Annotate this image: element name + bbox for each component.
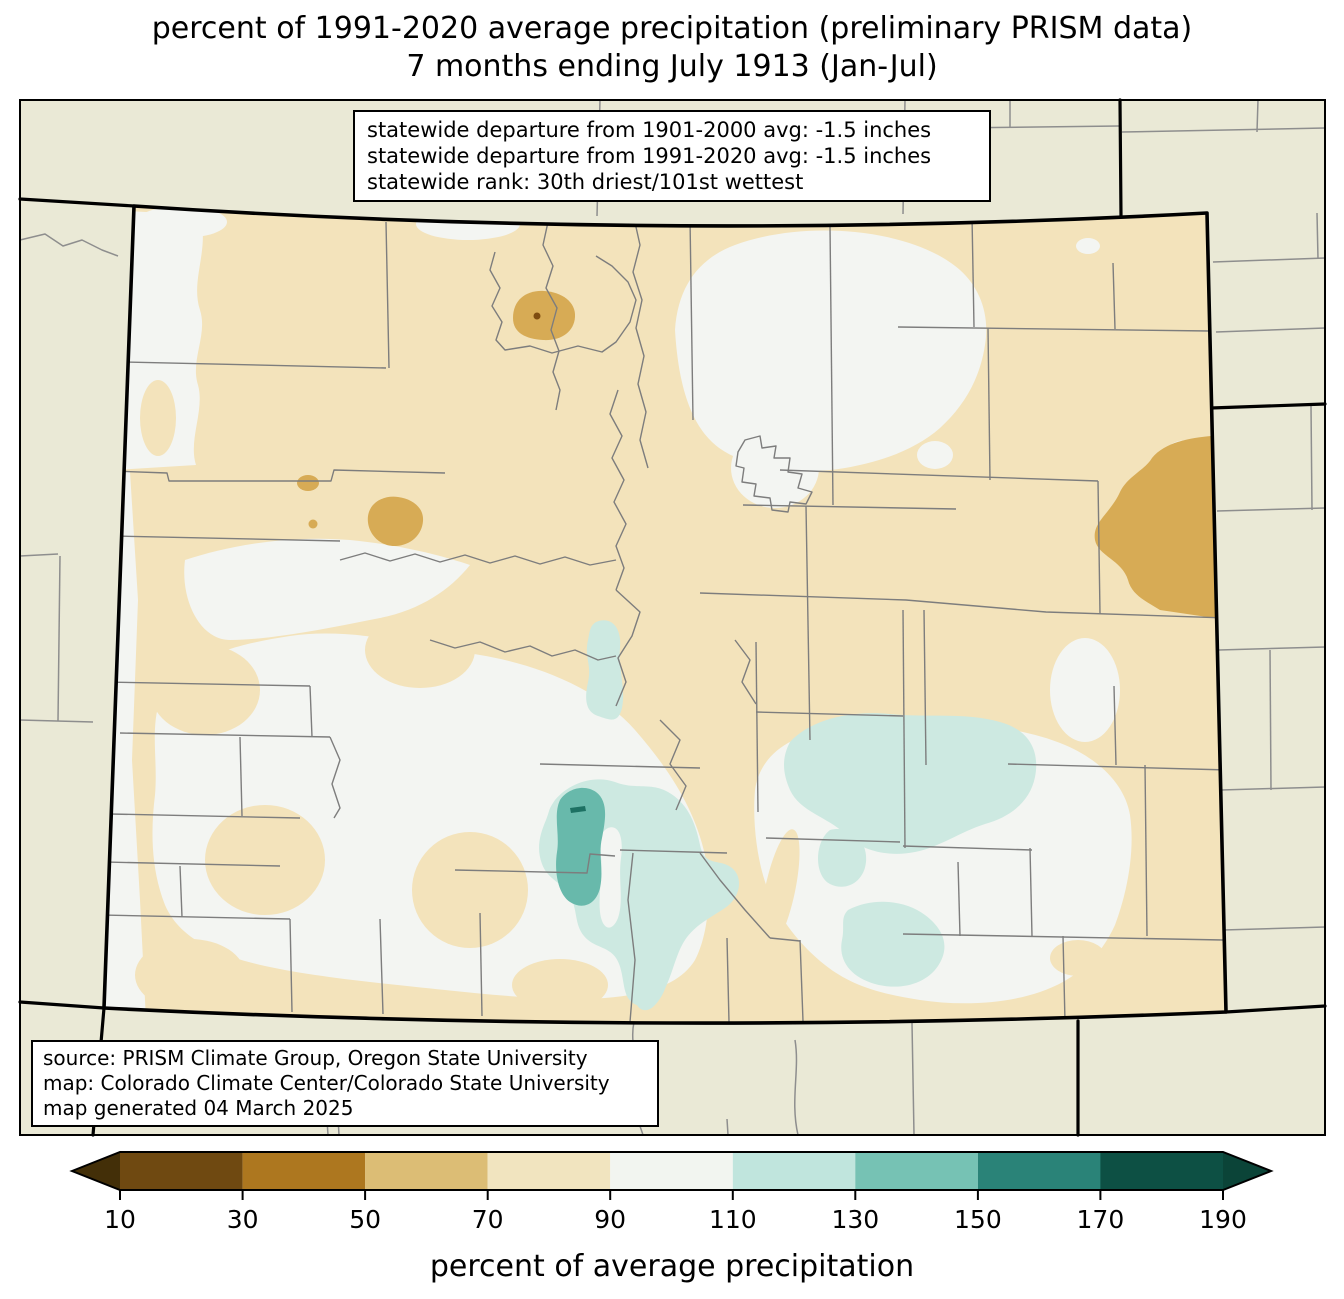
brown-30-50-dots [533,312,541,320]
precipitation-regions [104,206,1226,1024]
colorado-county-lines [104,215,1226,1023]
colorbar-tick-label: 90 [594,1205,626,1234]
colorbar-segment [242,1152,366,1190]
map-region [784,713,1037,854]
map-region [586,620,624,720]
tan-70-90-patches [135,380,1106,1011]
map-region [760,829,800,951]
title-line-1: percent of 1991-2020 average precipitati… [151,11,1193,46]
map-region [841,901,945,987]
source-attribution-box: source: PRISM Climate Group, Oregon Stat… [31,1040,659,1127]
colorbar-segment [120,1152,243,1190]
map-frame [19,99,1326,1136]
map-region [1050,638,1120,742]
sandy-50-70-regions [297,290,1226,620]
map-region [533,312,541,320]
map-region [513,290,576,341]
colorbar-tick-label: 190 [1199,1205,1247,1234]
title-line-2: 7 months ending July 1913 (Jan-Jul) [406,49,938,84]
colorbar-arrow-right [1223,1152,1271,1190]
map-region [412,832,528,948]
statewide-stats-box: statewide departure from 1901-2000 avg: … [353,110,991,202]
map-region [731,428,819,508]
map-region [140,380,176,456]
teal-150-170-region [570,806,586,813]
colorbar-segment [1100,1152,1223,1190]
colorbar-tick-label: 50 [349,1205,381,1234]
map-region [205,805,325,915]
colorbar-arrow-left [72,1152,120,1190]
map-region [297,475,319,491]
stats-line-departure-1991: statewide departure from 1991-2020 avg: … [367,144,932,168]
colorbar-segment [610,1152,733,1190]
map-region [1050,940,1106,976]
colorbar-tick-label: 170 [1077,1205,1125,1234]
map-region [135,939,245,1011]
colorbar-axis-label: percent of average precipitation [430,1249,914,1284]
map-region [818,829,867,887]
map-region [184,538,470,640]
map-region [367,496,424,547]
colorbar-tick-label: 130 [831,1205,879,1234]
map-region [1076,238,1100,254]
map-region [599,827,622,928]
colorbar-tick-label: 70 [472,1205,504,1234]
colorbar-segment [487,1152,611,1190]
map-region [948,368,968,382]
map-region [949,335,981,355]
map-region [917,441,953,469]
map-credit-line: map: Colorado Climate Center/Colorado St… [43,1071,610,1095]
map-region [675,230,987,471]
colorbar-segment [732,1152,856,1190]
teal-130-150-region [556,787,606,906]
map-region [137,206,227,238]
map-region [308,519,318,529]
colorbar-tick-label: 150 [954,1205,1002,1234]
colorbar-tick-label: 110 [709,1205,757,1234]
source-line: source: PRISM Climate Group, Oregon Stat… [43,1046,588,1070]
stats-line-rank: statewide rank: 30th driest/101st wettes… [367,170,804,194]
colorbar-segment [365,1152,488,1190]
map-region [1094,436,1226,620]
colorbar-tick-marks [119,1190,1224,1200]
map-region [110,210,203,470]
colorbar: 10 30 50 70 90 110 130 150 170 190 perce… [69,1151,1274,1284]
map-region [512,959,608,1011]
generated-date-line: map generated 04 March 2025 [43,1096,354,1120]
colorbar-segment [977,1152,1101,1190]
colorbar-segment [855,1152,978,1190]
map-region [150,645,260,735]
colorado-state-border [102,204,1228,1025]
colorbar-tick-label: 10 [104,1205,136,1234]
map-region [634,956,668,1011]
colorbar-tick-labels: 10 30 50 70 90 110 130 150 170 190 [104,1205,1247,1234]
map-region [365,612,475,688]
page-title: percent of 1991-2020 average precipitati… [0,10,1344,86]
colorbar-tick-label: 30 [227,1205,259,1234]
stats-line-departure-1901: statewide departure from 1901-2000 avg: … [367,118,932,142]
